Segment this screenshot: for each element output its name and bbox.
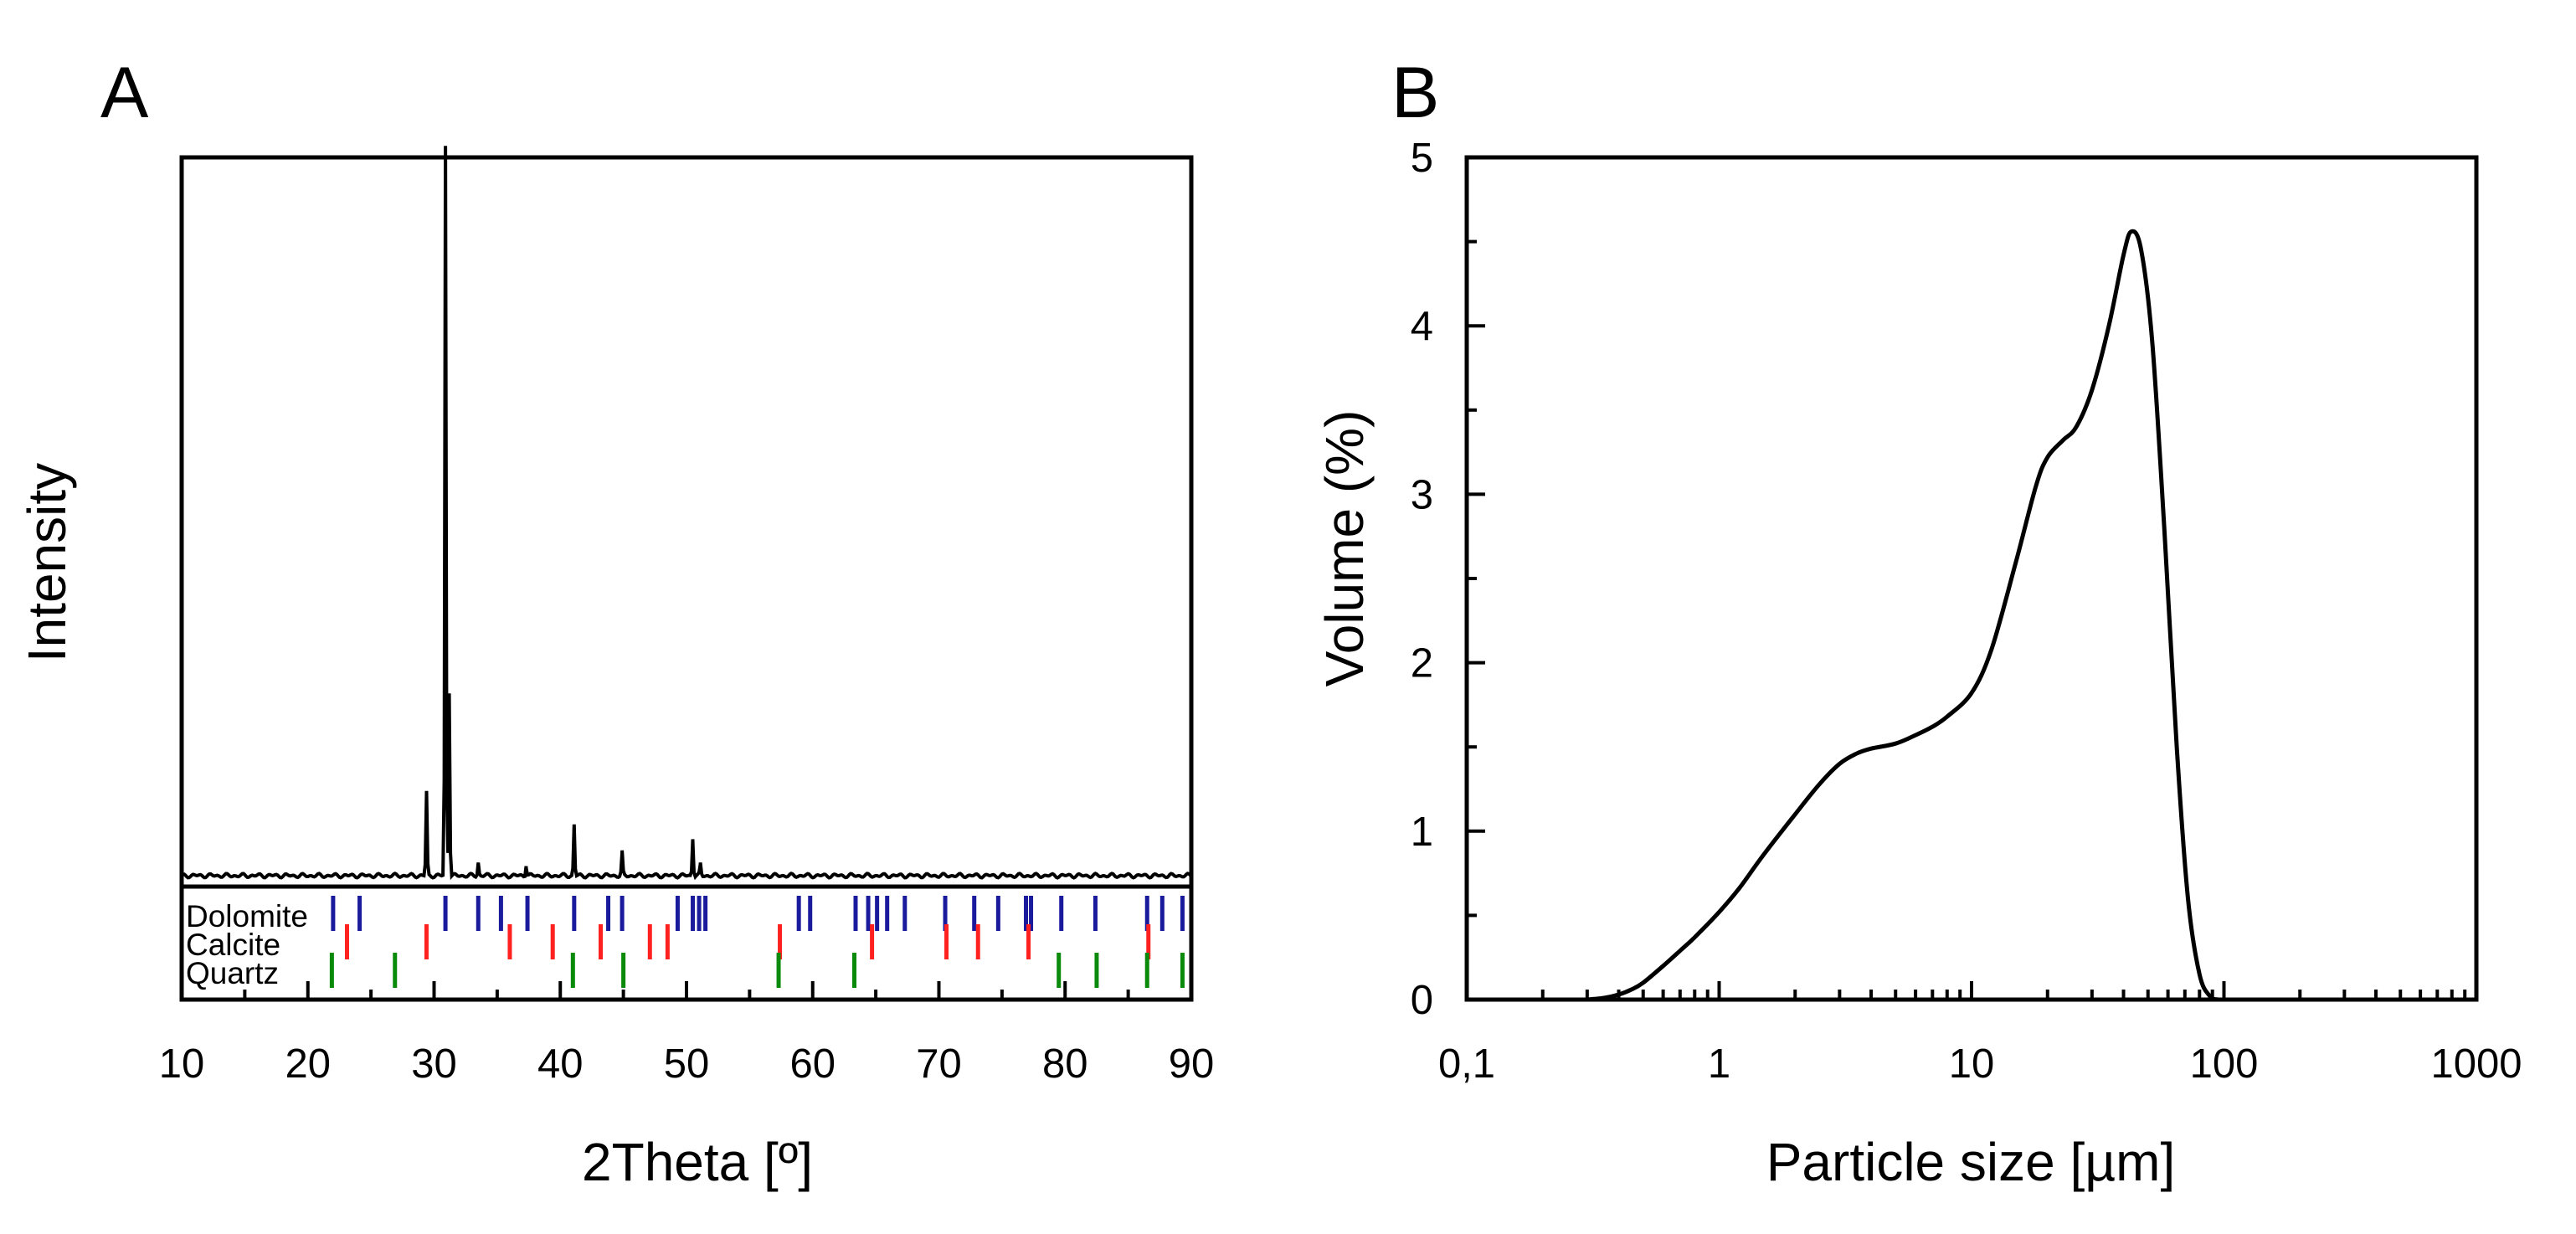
panel-a-x-tick-label: 70 xyxy=(916,1041,962,1087)
panel-a-plot-frame xyxy=(179,155,1194,1002)
panel-b-x-tick-label: 1 xyxy=(1708,1041,1730,1087)
panel-a-x-tick-label: 10 xyxy=(159,1041,205,1087)
panel-b-y-tick-label: 5 xyxy=(1411,136,1433,181)
panel-a-x-tick-label: 80 xyxy=(1042,1041,1088,1087)
panel-a-y-axis-title: Intensity xyxy=(17,463,77,662)
panel-a-diffraction-pattern-line xyxy=(180,146,1193,881)
panel-a-xrd-pattern: A Intensity 2Theta [º] 10 20 30 40 50 60 70 80 9… xyxy=(17,53,1214,1192)
panel-a-x-tick-label: 50 xyxy=(664,1041,710,1087)
phase-label-calcite: Calcite xyxy=(186,928,280,962)
panel-b-y-tick-labels: 0 1 2 3 4 5 xyxy=(1411,136,1433,1023)
panel-b-x-tick-label: 100 xyxy=(2190,1041,2259,1087)
panel-b-y-tick-label: 0 xyxy=(1411,978,1433,1023)
panel-a-x-axis-title: 2Theta [º] xyxy=(582,1132,813,1192)
panel-b-plot-frame xyxy=(1464,155,2479,1002)
panel-b-letter: B xyxy=(1391,53,1439,133)
panel-a-reference-phase-bars xyxy=(329,896,1185,988)
panel-b-x-tick-labels: 0,1 1 10 100 1000 xyxy=(1438,1041,2522,1087)
phase-label-quartz: Quartz xyxy=(186,956,279,990)
panel-b-y-tick-label: 4 xyxy=(1411,304,1433,349)
panel-a-x-tick-label: 60 xyxy=(789,1041,836,1087)
panel-b-volume-curve xyxy=(1586,229,2219,1002)
panel-b-x-tick-label: 0,1 xyxy=(1438,1041,1495,1087)
phase-label-dolomite: Dolomite xyxy=(186,899,308,933)
panel-a-x-tick-label: 20 xyxy=(285,1041,331,1087)
panel-b-y-axis-title: Volume (%) xyxy=(1314,410,1375,687)
panel-b-x-tick-label: 1000 xyxy=(2430,1041,2522,1087)
panel-a-letter: A xyxy=(100,53,149,133)
panel-b-y-tick-label: 1 xyxy=(1411,810,1433,855)
panel-b-x-axis-title: Particle size [µm] xyxy=(1766,1132,2176,1192)
panel-b-y-tick-label: 2 xyxy=(1411,641,1433,686)
panel-a-x-tick-label: 90 xyxy=(1169,1041,1215,1087)
panel-b-y-tick-label: 3 xyxy=(1411,472,1433,517)
panel-b-x-tick-label: 10 xyxy=(1949,1041,1995,1087)
panel-b-particle-size: B Volume (%) Particle size [µm] 0,1 1 10 10… xyxy=(1314,53,2522,1192)
panel-a-x-tick-label: 40 xyxy=(537,1041,584,1087)
panel-b-tick-marks xyxy=(1465,156,2478,1001)
panel-a-x-tick-labels: 10 20 30 40 50 60 70 80 90 xyxy=(159,1041,1215,1087)
panel-a-x-tick-label: 30 xyxy=(411,1041,457,1087)
